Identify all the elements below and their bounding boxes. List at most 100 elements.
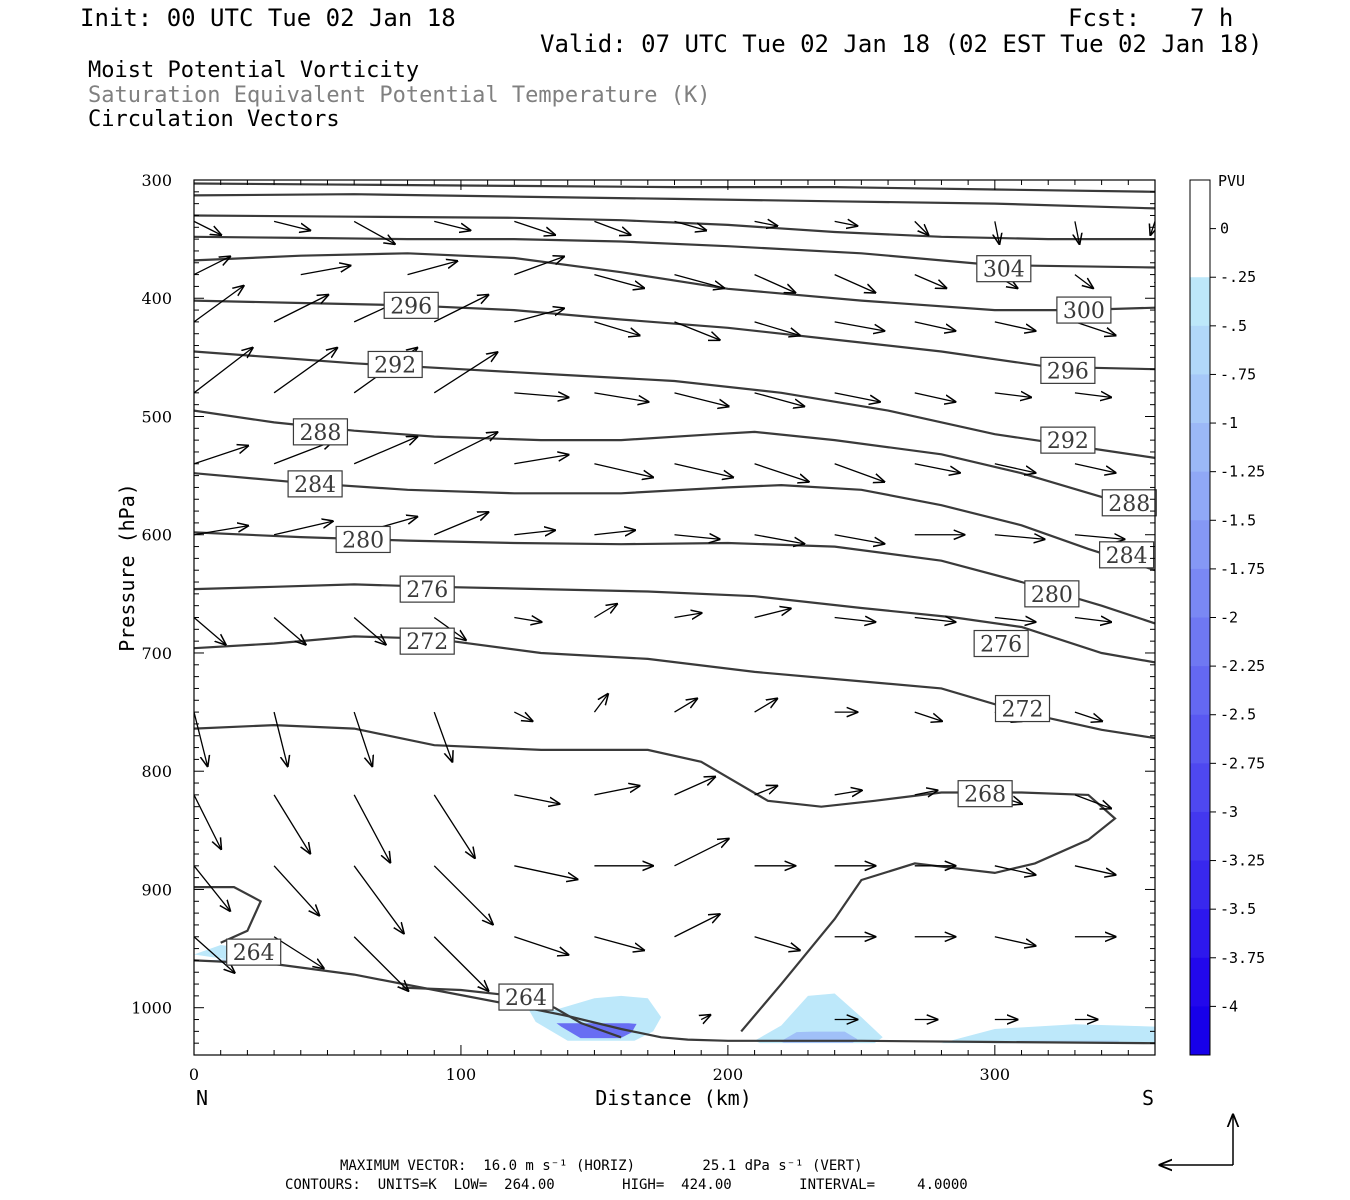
circulation-vector [594, 273, 644, 289]
circulation-vector [995, 221, 1000, 244]
colorbar-label: -3.75 [1220, 949, 1265, 967]
circulation-vector [754, 463, 809, 482]
colorbar-label: -3.25 [1220, 852, 1265, 870]
circulation-vector [674, 535, 720, 540]
theta-contour [194, 214, 1155, 241]
circulation-vector [353, 220, 395, 244]
colorbar-swatch [1190, 180, 1210, 230]
mpv-shading [194, 945, 1155, 1044]
contour-label: 292 [374, 353, 416, 378]
x-axis-label: Distance (km) [595, 1086, 752, 1110]
contour-label: 284 [1106, 544, 1148, 569]
pvu-colorbar: PVU 0 -.25 -.5 -.75 -1 -1.25 -1.5 -1.75 -2 -2.25 -2… [1189, 172, 1265, 1056]
contour-label: 280 [1031, 583, 1073, 608]
colorbar-label: -2.5 [1220, 706, 1256, 724]
circulation-vector [594, 936, 644, 951]
theta-contour [194, 886, 263, 944]
circulation-vector [433, 794, 475, 858]
circulation-vector [353, 936, 408, 991]
circulation-vector [514, 530, 555, 535]
contour-label: 276 [980, 633, 1022, 658]
contour-label-box [292, 418, 349, 446]
contour-labels: 264 264 268 272 272 276 276 280 280 284 284 288 288 2… [226, 255, 1157, 1011]
contour-label-box [1040, 356, 1096, 384]
circulation-vector [914, 220, 929, 235]
circulation-vector [194, 711, 208, 766]
circulation-vector [994, 535, 1045, 540]
circulation-vector [674, 839, 729, 867]
colorbar-swatch [1190, 957, 1210, 1007]
contour-label: 276 [406, 578, 448, 603]
circulation-vector [514, 936, 568, 955]
contour-label: 272 [406, 630, 448, 655]
circulation-vector [514, 393, 568, 398]
theta-contour [194, 235, 1155, 269]
y-tick-label: 1000 [131, 999, 172, 1018]
colorbar-label: -2.25 [1220, 657, 1265, 675]
circulation-vector [674, 914, 720, 938]
circulation-vector [433, 865, 493, 925]
circulation-vector [594, 220, 630, 235]
circulation-vector [994, 463, 1036, 473]
theta-contour [194, 723, 1117, 1033]
colorbar-swatch [1190, 763, 1210, 813]
colorbar-swatch [1190, 325, 1210, 375]
circulation-vector [994, 618, 1036, 623]
circulation-vector [674, 463, 734, 478]
circulation-vector [273, 865, 319, 916]
theta-es-contours [194, 182, 1155, 1045]
y-axis-label: Pressure (hPa) [115, 483, 139, 652]
colorbar-units: PVU [1218, 172, 1245, 190]
colorbar-label: -1.25 [1220, 463, 1265, 481]
y-tick-label: 900 [141, 880, 172, 899]
contour-label-box [383, 291, 439, 319]
contour-label-box [287, 470, 343, 498]
circulation-vector [914, 618, 956, 623]
circulation-vector [514, 308, 564, 323]
circulation-vector [834, 463, 885, 482]
theta-contour [194, 299, 1155, 371]
circulation-vector [674, 392, 729, 407]
theta-contour [194, 350, 1155, 459]
contour-label: 296 [390, 294, 432, 319]
circulation-vector [194, 794, 221, 849]
circulation-vector [674, 220, 707, 230]
valid-time: Valid: 07 UTC Tue 02 Jan 18 (02 EST Tue … [540, 30, 1263, 58]
circulation-vector [594, 463, 653, 478]
circulation-vector [194, 617, 226, 645]
contour-label: 292 [1047, 429, 1089, 454]
contour-label-box [335, 525, 391, 554]
theta-contour [194, 193, 1155, 210]
x-tick-label: 200 [713, 1065, 744, 1084]
colorbar-label: -4 [1220, 997, 1238, 1015]
contour-label: 296 [1047, 359, 1089, 384]
circulation-vector [1074, 274, 1093, 289]
circulation-vector [514, 711, 532, 721]
circulation-vector [514, 220, 555, 235]
circulation-vector [273, 220, 310, 230]
contour-label-box [957, 780, 1013, 808]
circulation-vector [834, 618, 876, 623]
contour-label: 300 [1063, 299, 1105, 324]
circulation-vector [514, 794, 559, 804]
circulation-vector [994, 393, 1031, 398]
circulation-vector [273, 936, 324, 969]
colorbar-label: -2.75 [1220, 754, 1265, 772]
init-time: Init: 00 UTC Tue 02 Jan 18 [80, 4, 456, 32]
max-vector-note: MAXIMUM VECTOR: 16.0 m s⁻¹ (HORIZ) 25.1 … [340, 1158, 863, 1174]
circulation-vector [674, 613, 702, 618]
contour-label-box [399, 575, 455, 603]
circulation-vector [194, 257, 230, 276]
circulation-vector [914, 463, 960, 473]
circulation-vector [273, 617, 306, 645]
circulation-vector [754, 221, 778, 226]
circulation-vector [594, 530, 635, 535]
circulation-vector [754, 699, 778, 713]
circulation-vector [1074, 393, 1111, 398]
circulation-vector [914, 711, 942, 721]
colorbar-swatch [1190, 277, 1210, 327]
circulation-vector [1151, 221, 1155, 235]
y-tick-label: 800 [141, 762, 172, 781]
theta-contour [194, 252, 1155, 312]
circulation-vector [834, 274, 876, 293]
